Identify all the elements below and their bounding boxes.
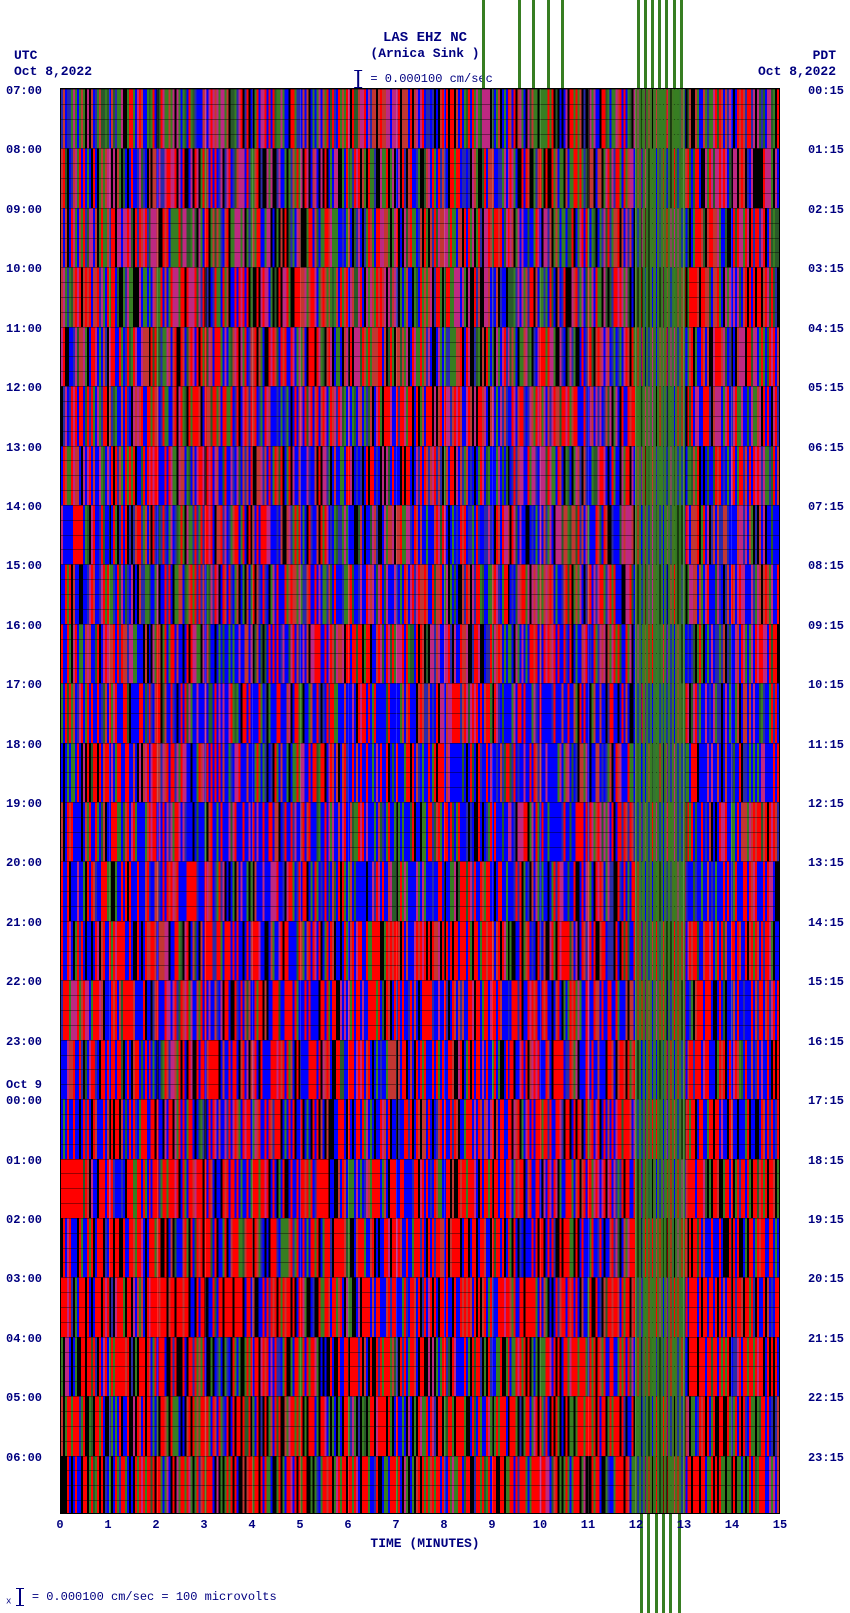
utc-hour-label: 01:00	[6, 1154, 42, 1168]
utc-hour-label: 14:00	[6, 500, 42, 514]
utc-hour-label: 18:00	[6, 738, 42, 752]
overrun-spike-bottom	[655, 1514, 658, 1613]
pdt-hour-label: 14:15	[808, 916, 844, 930]
pdt-hour-label: 04:15	[808, 322, 844, 336]
pdt-hour-label: 18:15	[808, 1154, 844, 1168]
pdt-hour-label: 21:15	[808, 1332, 844, 1346]
utc-hour-label: 15:00	[6, 559, 42, 573]
x-tick-label: 1	[104, 1518, 111, 1532]
x-tick-label: 9	[488, 1518, 495, 1532]
utc-hour-label: 19:00	[6, 797, 42, 811]
pdt-hour-label: 13:15	[808, 856, 844, 870]
x-tick-label: 15	[773, 1518, 787, 1532]
utc-hour-label: 22:00	[6, 975, 42, 989]
x-tick-label: 2	[152, 1518, 159, 1532]
overrun-spike-top	[561, 0, 564, 88]
pdt-hour-label: 09:15	[808, 619, 844, 633]
overrun-spike-bottom	[669, 1514, 672, 1613]
x-tick-label: 7	[392, 1518, 399, 1532]
pdt-hour-label: 15:15	[808, 975, 844, 989]
utc-hour-label: 08:00	[6, 143, 42, 157]
x-axis-title: TIME (MINUTES)	[370, 1536, 479, 1551]
utc-hour-label: 13:00	[6, 441, 42, 455]
x-tick-label: 11	[581, 1518, 595, 1532]
pdt-hour-label: 11:15	[808, 738, 844, 752]
scale-text: = 0.000100 cm/sec	[370, 72, 492, 86]
green-spike-band	[635, 89, 685, 1513]
x-tick-label: 8	[440, 1518, 447, 1532]
footer-scale-note: x = 0.000100 cm/sec = 100 microvolts	[6, 1588, 277, 1607]
utc-hour-label: 02:00	[6, 1213, 42, 1227]
x-tick-label: 3	[200, 1518, 207, 1532]
utc-hour-label: 03:00	[6, 1272, 42, 1286]
right-date: Oct 8,2022	[758, 64, 836, 79]
pdt-hour-label: 02:15	[808, 203, 844, 217]
pdt-hour-label: 22:15	[808, 1391, 844, 1405]
utc-hour-label: 04:00	[6, 1332, 42, 1346]
pdt-hour-label: 06:15	[808, 441, 844, 455]
footer-scale-bar-icon	[19, 1588, 21, 1606]
overrun-spike-bottom	[647, 1514, 650, 1613]
overrun-spike-top	[482, 0, 485, 88]
pdt-hour-label: 10:15	[808, 678, 844, 692]
overrun-spike-top	[658, 0, 661, 88]
pdt-hour-label: 19:15	[808, 1213, 844, 1227]
overrun-spike-top	[651, 0, 654, 88]
station-location: (Arnica Sink )	[0, 46, 850, 61]
utc-hour-label: 09:00	[6, 203, 42, 217]
utc-hour-label: 05:00	[6, 1391, 42, 1405]
overrun-spike-top	[547, 0, 550, 88]
x-tick-label: 5	[296, 1518, 303, 1532]
pdt-hour-label: 01:15	[808, 143, 844, 157]
overrun-spike-top	[673, 0, 676, 88]
pdt-hour-label: 00:15	[808, 84, 844, 98]
utc-hour-label: 16:00	[6, 619, 42, 633]
overrun-spike-top	[644, 0, 647, 88]
station-code: LAS EHZ NC	[0, 30, 850, 46]
overrun-spike-top	[518, 0, 521, 88]
utc-hour-label: 07:00	[6, 84, 42, 98]
pdt-hour-label: 08:15	[808, 559, 844, 573]
pdt-hour-label: 23:15	[808, 1451, 844, 1465]
utc-hour-label: 06:00	[6, 1451, 42, 1465]
right-timezone: PDT	[813, 48, 836, 63]
utc-hour-label: 17:00	[6, 678, 42, 692]
x-tick-label: 10	[533, 1518, 547, 1532]
pdt-hour-label: 05:15	[808, 381, 844, 395]
overrun-spike-top	[665, 0, 668, 88]
x-tick-label: 4	[248, 1518, 255, 1532]
pdt-hour-label: 03:15	[808, 262, 844, 276]
pdt-hour-label: 12:15	[808, 797, 844, 811]
utc-hour-label: 11:00	[6, 322, 42, 336]
utc-hour-label: 12:00	[6, 381, 42, 395]
utc-hour-label: 00:00	[6, 1094, 42, 1108]
utc-hour-label: 23:00	[6, 1035, 42, 1049]
seismogram-plot	[60, 88, 780, 1514]
overrun-spike-top	[532, 0, 535, 88]
pdt-hour-label: 16:15	[808, 1035, 844, 1049]
utc-hour-label: 10:00	[6, 262, 42, 276]
x-tick-label: 12	[629, 1518, 643, 1532]
scale-bar-icon	[357, 70, 359, 88]
utc-hour-label: 20:00	[6, 856, 42, 870]
overrun-spike-top	[680, 0, 683, 88]
utc-hour-label: 21:00	[6, 916, 42, 930]
pdt-hour-label: 07:15	[808, 500, 844, 514]
pdt-hour-label: 17:15	[808, 1094, 844, 1108]
x-tick-label: 6	[344, 1518, 351, 1532]
x-tick-label: 0	[56, 1518, 63, 1532]
left-date: Oct 8,2022	[14, 64, 92, 79]
day-break-label: Oct 9	[6, 1078, 42, 1092]
overrun-spike-top	[637, 0, 640, 88]
left-timezone: UTC	[14, 48, 37, 63]
x-tick-label: 14	[725, 1518, 739, 1532]
scale-indicator: = 0.000100 cm/sec	[357, 70, 493, 88]
overrun-spike-bottom	[662, 1514, 665, 1613]
pdt-hour-label: 20:15	[808, 1272, 844, 1286]
x-tick-label: 13	[677, 1518, 691, 1532]
